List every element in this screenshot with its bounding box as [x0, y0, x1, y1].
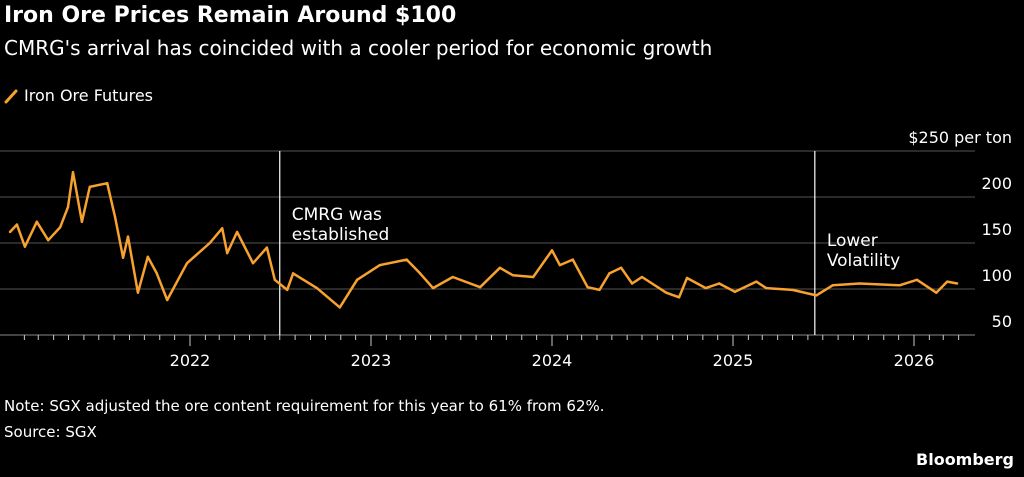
x-tick-label: 2025 [713, 351, 754, 370]
data-point [251, 262, 255, 265]
chart-title: Iron Ore Prices Remain Around $100 [4, 3, 457, 28]
data-point [620, 266, 623, 270]
data-point [185, 262, 189, 265]
data-point [946, 280, 949, 283]
data-point [146, 255, 150, 258]
data-point [80, 220, 84, 224]
data-point [155, 272, 158, 275]
data-point [265, 246, 269, 249]
data-point [831, 284, 834, 287]
data-point [58, 226, 62, 229]
data-point [755, 280, 758, 283]
data-point [405, 258, 408, 261]
annotation-label: Lower [827, 231, 878, 251]
data-point [273, 278, 276, 281]
data-point [815, 294, 818, 297]
data-point [208, 241, 212, 245]
annotation-label: established [292, 225, 390, 245]
data-point [935, 291, 938, 294]
data-point [355, 278, 359, 281]
y-tick-label: 50 [992, 312, 1012, 331]
data-point [511, 274, 515, 277]
annotation-label: CMRG was [292, 205, 382, 225]
data-point [378, 263, 382, 267]
data-point [46, 239, 50, 242]
data-point [338, 306, 341, 309]
data-point [665, 291, 668, 294]
data-point [498, 266, 502, 270]
data-point [733, 290, 737, 293]
x-tick-label: 2026 [894, 351, 935, 370]
data-point [418, 272, 422, 275]
annotation-label: Volatility [827, 251, 900, 271]
data-point [126, 235, 130, 238]
data-point [478, 285, 482, 289]
data-point [113, 216, 117, 219]
legend-label: Iron Ore Futures [24, 86, 153, 105]
data-point [685, 276, 689, 280]
data-point [315, 286, 319, 290]
chart-subtitle: CMRG's arrival has coincided with a cool… [4, 36, 713, 60]
data-point [165, 298, 169, 302]
data-point [8, 230, 12, 234]
data-point [136, 291, 140, 294]
data-point [291, 272, 295, 275]
line-chart: 50 100 150 200 $250 per ton 2022 2023 2024 2025 2… [0, 128, 1012, 370]
series-line-iron-ore-futures [9, 170, 958, 309]
data-point [630, 282, 634, 285]
data-point [791, 288, 794, 292]
data-point [71, 170, 75, 174]
data-point [121, 256, 125, 259]
data-point [608, 272, 611, 275]
data-point [571, 258, 574, 261]
y-tick-label: $250 per ton [908, 128, 1012, 147]
data-point [915, 278, 919, 281]
source: Source: SGX [4, 423, 97, 441]
bloomberg-logo: Bloomberg [916, 450, 1014, 469]
data-point [66, 205, 70, 209]
x-tick-label: 2022 [170, 351, 211, 370]
data-point [35, 220, 38, 224]
data-point [598, 288, 601, 292]
legend: Iron Ore Futures [4, 86, 153, 105]
legend-line-icon [4, 89, 18, 103]
data-point [285, 288, 289, 292]
data-point [531, 275, 535, 279]
data-point [451, 275, 455, 279]
data-point [765, 286, 768, 290]
data-point [105, 182, 109, 185]
data-point [550, 249, 554, 252]
data-point [898, 284, 901, 287]
x-tick-label: 2023 [351, 351, 392, 370]
data-point [586, 285, 589, 289]
data-point [717, 282, 721, 285]
footnote: Note: SGX adjusted the ore content requi… [4, 397, 605, 415]
data-point [88, 185, 92, 189]
data-point [23, 245, 27, 248]
x-tick-label: 2024 [532, 351, 573, 370]
y-tick-label: 100 [981, 266, 1012, 285]
data-point [858, 282, 861, 285]
data-point [955, 282, 959, 285]
data-point [235, 230, 239, 234]
data-point [15, 223, 19, 226]
y-tick-label: 150 [981, 220, 1012, 239]
data-point [704, 286, 708, 290]
data-point [221, 227, 224, 230]
data-point [677, 296, 681, 299]
data-point [558, 263, 562, 267]
data-point [225, 251, 229, 255]
data-point [431, 286, 435, 290]
data-point [640, 275, 644, 279]
y-tick-label: 200 [981, 174, 1012, 193]
